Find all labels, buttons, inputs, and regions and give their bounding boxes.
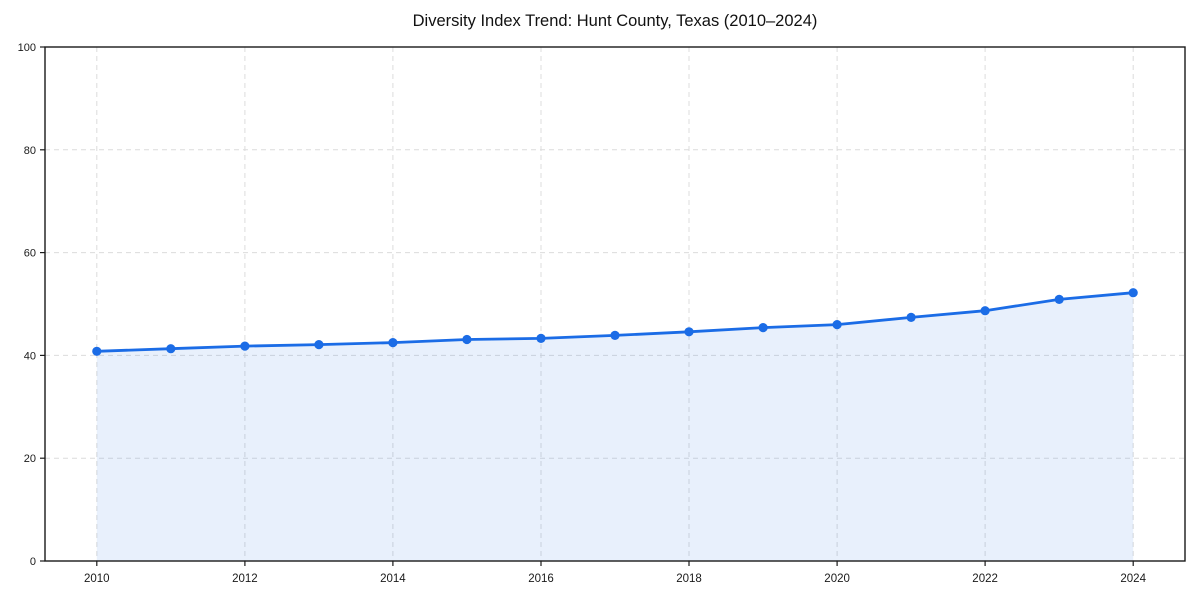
- chart-title: Diversity Index Trend: Hunt County, Texa…: [412, 12, 818, 30]
- area-fill: [96, 292, 1134, 561]
- data-point-2022: [980, 306, 990, 316]
- x-tick-label: 2010: [84, 573, 110, 585]
- x-tick-label: 2016: [528, 573, 554, 585]
- axes-box: [44, 46, 1186, 562]
- data-point-2017: [610, 330, 620, 340]
- x-tick-label: 2022: [972, 573, 998, 585]
- x-tick-label: 2012: [232, 573, 258, 585]
- data-point-2011: [166, 344, 176, 354]
- data-point-2015: [462, 334, 472, 345]
- x-tick-label: 2024: [1120, 573, 1146, 585]
- y-tick-label: 100: [18, 42, 36, 54]
- data-point-2013: [314, 340, 324, 350]
- data-point-2016: [536, 333, 546, 343]
- y-tick-label: 60: [24, 248, 36, 260]
- data-point-2019: [758, 323, 768, 333]
- data-point-2020: [832, 320, 842, 330]
- y-tick-label: 20: [24, 453, 36, 465]
- y-tick-label: 40: [24, 350, 36, 362]
- data-point-2024: [1128, 288, 1138, 298]
- y-tick-label: 0: [30, 556, 36, 568]
- x-tick-label: 2014: [380, 573, 406, 585]
- x-tick-label: 2020: [824, 573, 850, 585]
- y-tick-label: 80: [24, 145, 36, 157]
- data-point-2010: [92, 346, 102, 356]
- data-point-2023: [1054, 294, 1064, 304]
- data-point-2018: [684, 327, 694, 337]
- data-point-2012: [240, 341, 250, 351]
- data-point-2014: [388, 338, 398, 348]
- x-tick-label: 2018: [676, 573, 702, 585]
- data-point-2021: [906, 312, 916, 322]
